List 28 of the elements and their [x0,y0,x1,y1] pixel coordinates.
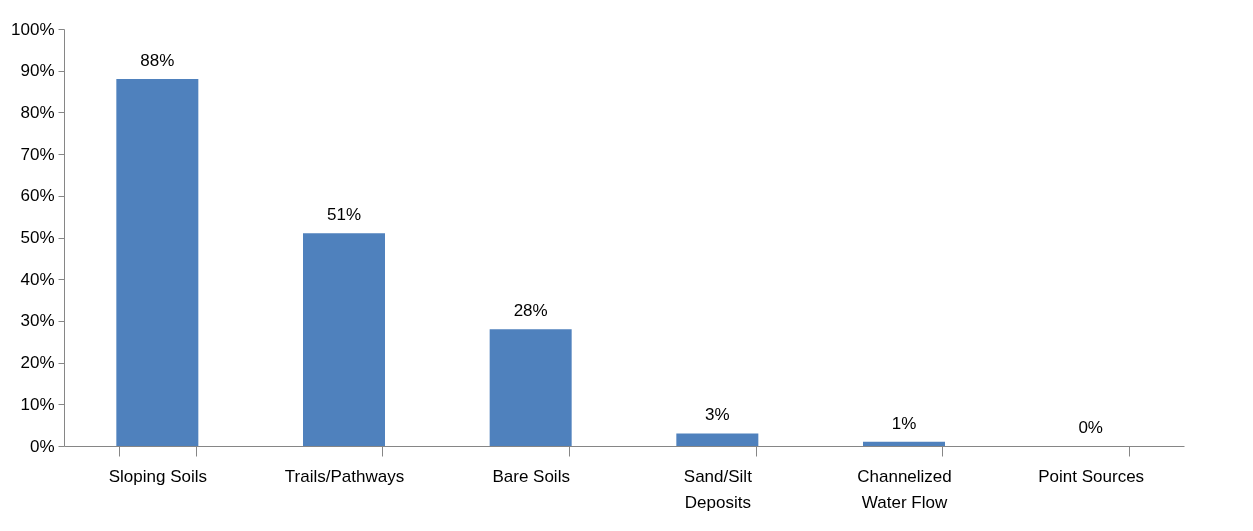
y-tick-label: 0% [29,436,55,456]
bar [489,329,572,446]
y-tick-label: 60% [20,186,55,206]
x-tick-label: Point Sources [1038,466,1145,486]
y-tick-label: 100% [11,19,55,39]
x-tick-label: Sloping Soils [108,466,207,486]
x-tick-label: Bare Soils [492,466,570,486]
x-tick-label: Channelized Water Flow [857,466,952,512]
y-tick-label: 70% [20,144,55,164]
y-tick-label: 10% [20,394,55,414]
y-tick-label: 50% [20,228,55,247]
x-tick-label: Sand/Silt Deposits [683,466,753,512]
data-label: 1% [891,413,917,433]
bar [863,441,945,446]
data-label: 3% [705,405,730,425]
bar [676,433,759,446]
y-tick-label: 80% [20,102,55,122]
y-tick-label: 30% [20,311,55,331]
y-tick-label: 90% [20,61,55,81]
data-label: 51% [326,205,362,225]
bar [303,233,385,446]
y-tick-label: 20% [20,353,55,373]
data-label: 88% [140,51,175,71]
x-tick-label: Trails/Pathways [284,466,405,486]
bar [116,79,199,446]
data-label: 0% [1078,418,1103,437]
y-tick-label: 40% [20,269,55,289]
data-label: 28% [513,301,548,321]
